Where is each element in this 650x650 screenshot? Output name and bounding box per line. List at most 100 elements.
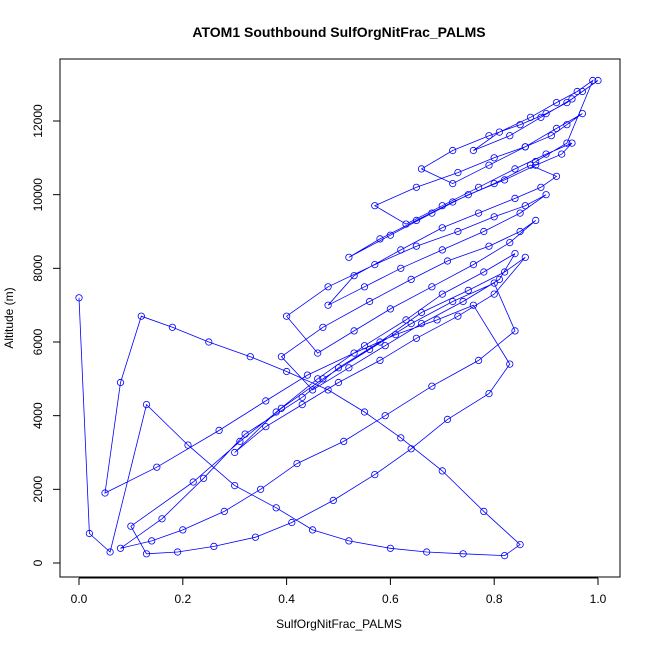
data-point (241, 430, 249, 438)
data-point (495, 275, 503, 283)
data-point (293, 459, 301, 468)
data-point (407, 275, 415, 283)
data-point (474, 183, 483, 191)
data-point (334, 378, 343, 387)
data-point (412, 216, 420, 224)
data-point (521, 202, 529, 210)
data-point (345, 364, 353, 372)
data-point (314, 349, 322, 357)
data-point (433, 316, 441, 324)
data-point (500, 268, 509, 276)
y-tick-label: 4000 (31, 402, 45, 429)
data-point (158, 515, 166, 523)
data-point (474, 209, 483, 217)
data-point (303, 371, 311, 379)
data-point (360, 408, 369, 416)
data-point (262, 397, 270, 405)
data-point (153, 463, 161, 471)
data-point (407, 445, 415, 453)
data-point (417, 308, 426, 317)
data-point (428, 209, 436, 217)
data-point (251, 533, 260, 541)
data-point (298, 393, 306, 401)
data-point (231, 481, 239, 490)
y-tick-label: 8000 (31, 255, 45, 282)
data-point (417, 165, 426, 173)
data-point (386, 544, 394, 552)
data-point (184, 441, 192, 449)
data-point (272, 408, 280, 416)
data-point (438, 246, 446, 254)
data-point (407, 319, 415, 328)
data-point (552, 99, 561, 107)
x-tick-label: 0.6 (382, 592, 399, 606)
data-point (506, 239, 514, 247)
data-point (438, 202, 446, 210)
data-point (469, 301, 477, 309)
data-point (516, 227, 524, 236)
data-point (480, 268, 488, 276)
data-point (526, 161, 535, 169)
data-point (231, 448, 239, 457)
data-point (350, 272, 358, 280)
data-point (485, 161, 493, 169)
data-point (308, 526, 317, 534)
x-tick-label: 0.2 (174, 592, 191, 606)
data-point (552, 124, 561, 132)
data-point (262, 423, 270, 431)
data-point (236, 437, 244, 445)
data-point (376, 356, 384, 364)
data-point (485, 389, 493, 398)
data-point (532, 157, 540, 166)
data-point (454, 227, 462, 236)
data-point (127, 522, 135, 530)
data-point (542, 110, 550, 118)
data-point (573, 87, 581, 96)
series-line (78, 79, 599, 557)
data-point (490, 279, 498, 287)
data-point (490, 180, 498, 188)
data-point (174, 548, 182, 556)
data-point (386, 231, 394, 239)
data-point (506, 132, 514, 140)
data-point (423, 548, 431, 556)
data-point (506, 360, 514, 368)
data-point (552, 172, 561, 180)
data-point (314, 375, 322, 383)
data-point (277, 404, 285, 412)
data-point (319, 375, 327, 383)
data-point (511, 194, 519, 202)
data-point (449, 180, 457, 188)
data-point (319, 323, 327, 331)
data-point (168, 323, 176, 331)
y-tick-label: 10000 (31, 178, 45, 212)
data-point (464, 286, 472, 294)
data-point (365, 297, 374, 306)
data-point (308, 386, 317, 394)
data-point (412, 334, 420, 342)
data-point (537, 183, 545, 191)
y-axis-label: Altitude (m) (2, 287, 16, 348)
data-point (443, 257, 452, 265)
chart-title: ATOM1 Southbound SulfOrgNitFrac_PALMS (192, 24, 485, 40)
data-point (490, 154, 498, 162)
data-point (412, 242, 420, 250)
data-point (490, 290, 498, 298)
data-point (360, 342, 369, 350)
data-point (350, 327, 358, 335)
data-point (345, 537, 353, 545)
data-point (469, 260, 477, 269)
data-point (526, 113, 535, 121)
data-point (485, 132, 493, 140)
data-point (578, 87, 587, 96)
data-point (558, 150, 566, 158)
data-point (324, 301, 332, 309)
data-point (500, 176, 509, 184)
data-point (371, 470, 379, 479)
data-point (142, 400, 151, 409)
data-point (417, 319, 426, 328)
data-point (137, 312, 145, 320)
data-point (360, 283, 369, 291)
y-tick-label: 6000 (31, 328, 45, 355)
